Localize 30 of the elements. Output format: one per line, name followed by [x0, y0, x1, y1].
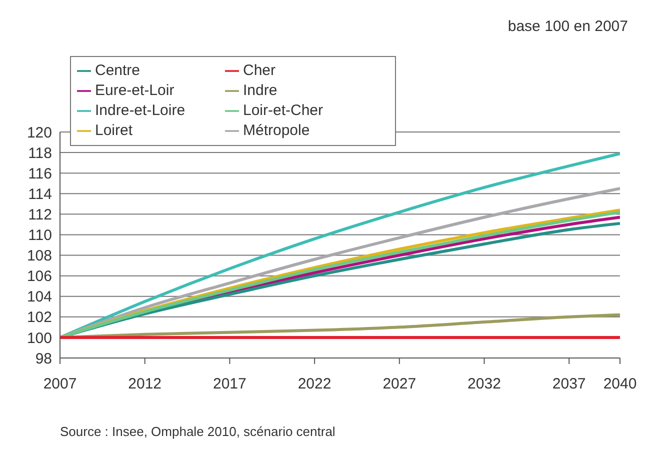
y-tick-label: 102 — [26, 309, 52, 326]
legend-label: Centre — [95, 61, 142, 81]
legend-label: Indre — [243, 81, 278, 101]
text: base 100 en 2007 — [508, 18, 628, 35]
legend-label: Indre-et-Loire — [95, 101, 186, 121]
y-tick-label: 112 — [28, 206, 52, 224]
x-tick-label: 2017 — [213, 376, 246, 393]
legend-label: Loiret — [95, 121, 134, 141]
y-tick-label: 106 — [26, 268, 52, 286]
x-tick-label: 2032 — [468, 376, 501, 393]
source-note: Source : Insee, Omphale 2010, scénario central — [60, 424, 336, 439]
y-tick-label: 108 — [26, 248, 52, 265]
y-tick-label: 120 — [26, 124, 52, 142]
y-tick-label: 116 — [28, 165, 52, 182]
legend-label: Cher — [243, 61, 277, 81]
x-tick-label: 2037 — [552, 376, 586, 393]
legend-label: Métropole — [243, 121, 311, 141]
x-tick-label: 2007 — [43, 376, 77, 393]
y-tick-label: 114 — [28, 186, 52, 203]
y-tick-label: 118 — [28, 144, 52, 162]
y-tick-label: 98 — [35, 350, 52, 368]
x-tick-label: 2040 — [603, 376, 637, 393]
x-tick-label: 2022 — [298, 376, 332, 393]
y-tick-label: 104 — [26, 288, 52, 306]
x-tick-label: 2027 — [382, 376, 416, 393]
y-tick-label: 110 — [28, 227, 52, 244]
x-tick-label: 2012 — [128, 376, 162, 393]
legend-label: Eure-et-Loir — [95, 81, 176, 101]
legend-label: Loir-et-Cher — [243, 101, 324, 121]
y-tick-label: 100 — [26, 330, 52, 347]
